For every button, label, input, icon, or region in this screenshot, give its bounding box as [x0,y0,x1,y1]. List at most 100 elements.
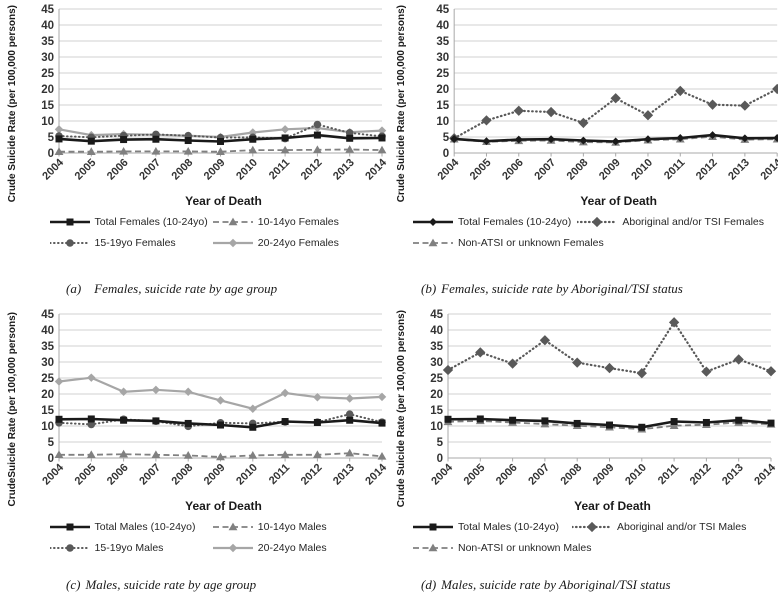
svg-text:35: 35 [41,36,54,48]
triangle-marker [119,146,129,155]
gridlines [59,313,382,443]
svg-text:0: 0 [437,453,443,465]
square-marker [313,418,321,426]
x-tick-labels: 2004 2005 2006 2007 2008 2009 2010 2011 2012 2013… [40,156,389,182]
svg-text:2014: 2014 [363,156,389,182]
caption-text: Females, suicide rate by Aboriginal/TSI … [441,281,683,296]
svg-text:30: 30 [41,357,54,369]
diamond-marker [545,106,557,118]
square-marker [120,136,128,144]
diamond-marker [377,126,387,135]
svg-text:5: 5 [437,437,444,449]
legend-item: Total Females (10-24yo) [413,216,577,228]
triangle-marker [312,450,322,459]
svg-text:10: 10 [41,421,54,433]
caption-label: (c) [66,577,81,592]
legend-label: Total Males (10-24yo) [458,521,559,533]
svg-text:45: 45 [430,309,443,321]
svg-text:30: 30 [436,52,449,64]
diamond-marker [604,362,615,374]
legend-key-sample [212,217,253,226]
series-diamond [442,317,777,379]
triangle-marker [54,147,64,155]
diamond-marker [228,238,238,248]
svg-text:20: 20 [41,389,54,401]
legend-label: Total Females (10-24yo) [94,216,208,228]
square-marker [735,416,743,424]
svg-text:2011: 2011 [267,157,292,182]
legend-label: Aboriginal and/or TSI Males [616,521,747,533]
diamond-marker [578,117,589,129]
svg-text:15: 15 [41,405,54,417]
diamond-marker [668,317,680,328]
triangle-marker [183,146,193,155]
triangle-marker [119,449,129,458]
square-marker [249,423,257,431]
x-tick-labels: 2004 2005 2006 2007 2008 2009 2010 2011 2012 2013… [40,461,389,487]
svg-text:20: 20 [41,84,54,96]
y-axis-title: Crude Suicide Rate (per 100,000 persons) [395,5,407,203]
chart-panel-b: Crude Suicide Rate (per 100,000 persons)… [389,0,778,305]
square-marker [184,137,192,145]
legend-item: 15-19yo Males [49,542,213,554]
svg-text:45: 45 [41,309,54,321]
legend-key-sample [49,218,90,226]
circle-marker [87,420,96,429]
legend-label: 15-19yo Females [94,237,176,249]
svg-text:2009: 2009 [591,462,617,488]
svg-text:10: 10 [41,116,54,128]
svg-text:30: 30 [41,52,54,64]
square-marker [767,419,775,427]
triangle-marker [228,217,238,226]
triangle-marker [151,146,161,155]
square-marker [378,134,386,142]
svg-text:2014: 2014 [758,156,778,182]
legend-item: 15-19yo Females [49,237,213,249]
diamond-marker [183,387,193,397]
svg-text:25: 25 [436,68,449,80]
caption-label: (b) [421,281,437,296]
y-tick-labels: 0 5 10 15 20 25 30 35 40 45 [41,309,54,465]
legend-key-sample [413,238,453,247]
legend-item: 10-14yo Females [212,216,364,228]
gridlines [59,8,382,138]
triangle-marker [216,452,225,461]
diamond-marker [151,385,161,395]
axes [447,314,772,462]
svg-text:2004: 2004 [429,461,455,487]
square-marker [55,135,63,143]
legend-key-sample [212,543,253,553]
svg-text:2012: 2012 [694,157,720,183]
diamond-marker [547,135,556,144]
legend-label: 10-14yo Males [257,521,327,533]
square-marker [606,421,613,429]
legend-label: Aboriginal and/or TSI Females [622,216,764,228]
square-marker [87,137,95,145]
legend-item: 20-24yo Males [212,542,364,554]
diamond-marker [313,392,322,402]
chart-panel-a: Crude Suicide Rate (per 100,000 persons)… [0,0,390,305]
series-triangle [54,145,387,155]
svg-text:2010: 2010 [234,462,260,488]
legend: Total Males (10-24yo) Aboriginal and/or T… [413,521,774,554]
legend-label: 10-14yo Females [257,216,339,228]
legend-label: Non-ATSI or unknown Females [458,237,604,249]
diamond-marker [228,543,238,553]
svg-text:2007: 2007 [526,462,552,488]
legend-item: Total Females (10-24yo) [49,216,213,228]
triangle-marker [345,145,355,153]
triangle-marker [312,145,322,154]
y-axis-title: Crude Suicide Rate (per 100,000 persons) [6,5,18,203]
svg-text:25: 25 [41,373,54,385]
chart-panel-d: Crude Suicide Rate (per 100,000 persons)… [389,305,778,601]
diamond-marker [610,93,621,104]
diamond-marker [733,354,744,365]
svg-text:2013: 2013 [331,462,357,488]
svg-text:5: 5 [48,132,55,144]
svg-text:15: 15 [41,100,54,112]
svg-text:2007: 2007 [137,462,163,488]
svg-text:2014: 2014 [363,461,389,487]
legend: Total Males (10-24yo) 10-14yo Males 15-19y… [49,521,364,554]
svg-text:2007: 2007 [137,157,163,183]
